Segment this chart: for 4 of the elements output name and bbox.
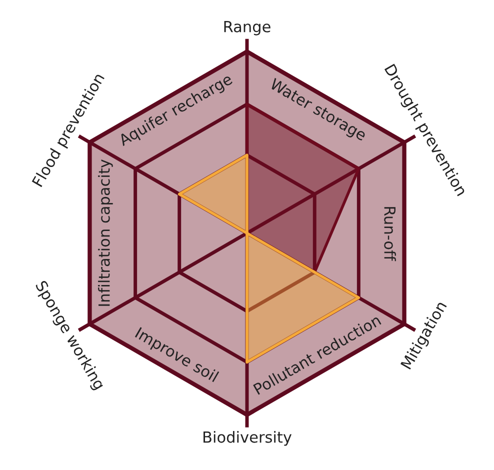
spoke-label: Biodiversity — [204, 431, 292, 446]
spoke-label: Range — [224, 21, 270, 36]
text: Run-off — [384, 207, 396, 262]
text: Infiltration capacity — [98, 159, 113, 306]
